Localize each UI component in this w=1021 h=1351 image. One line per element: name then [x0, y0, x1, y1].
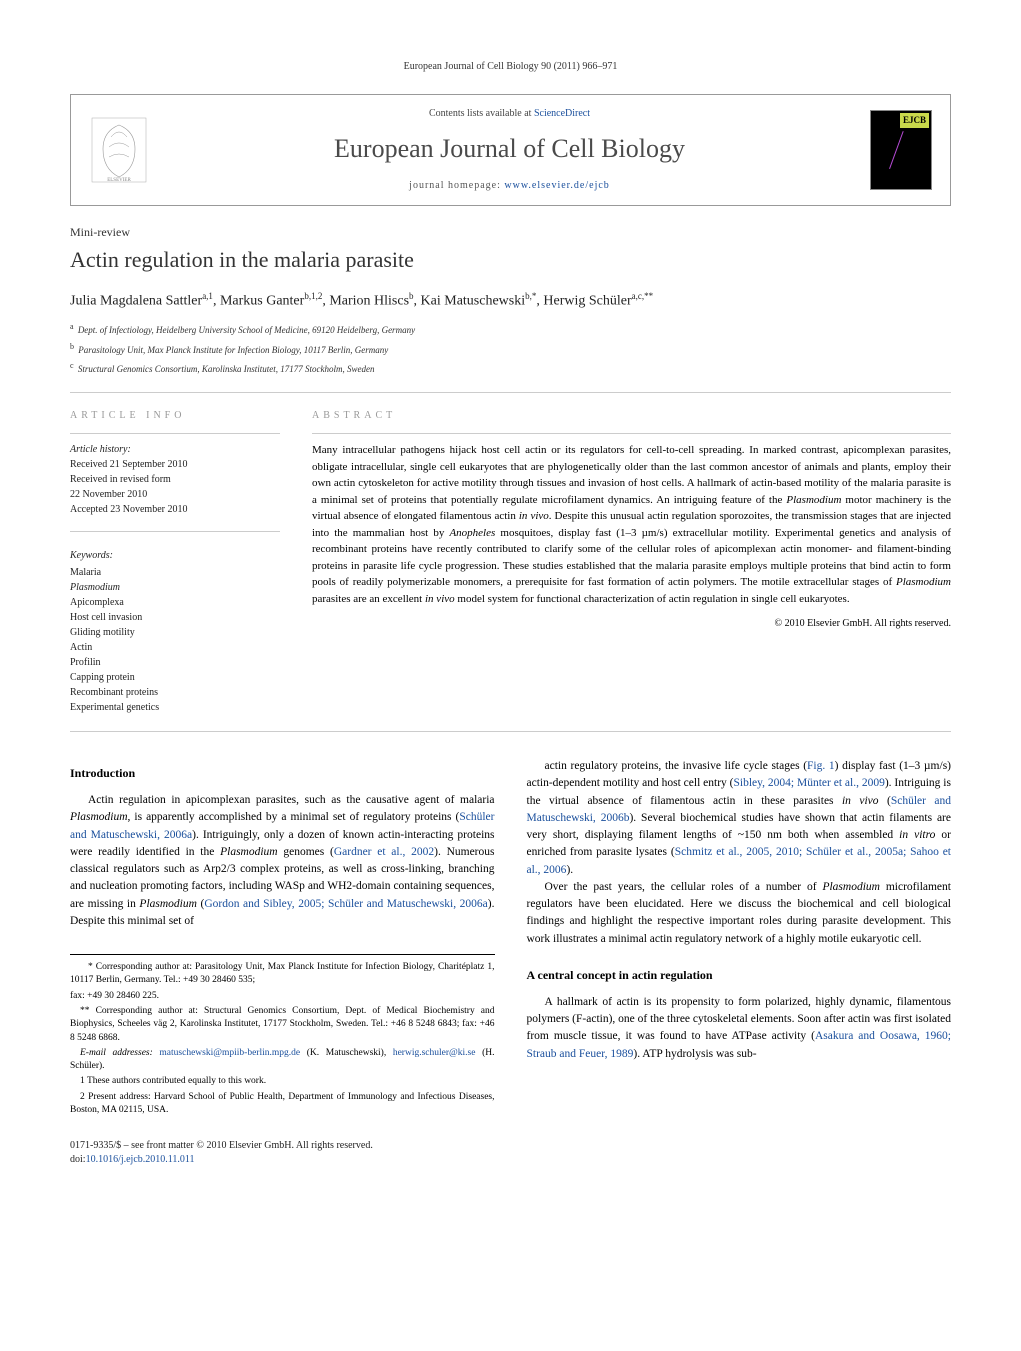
journal-header-box: ELSEVIER Contents lists available at Sci…: [70, 94, 951, 206]
email-label: E-mail addresses:: [80, 1048, 153, 1058]
keyword-item: Recombinant proteins: [70, 685, 280, 700]
citation-link[interactable]: Gordon and Sibley, 2005; Schüler and Mat…: [204, 898, 487, 910]
footnotes-block: * Corresponding author at: Parasitology …: [70, 954, 495, 1117]
abstract-column: ABSTRACT Many intracellular pathogens hi…: [312, 409, 951, 715]
divider: [70, 531, 280, 532]
header-citation: European Journal of Cell Biology 90 (201…: [70, 60, 951, 74]
citation-link[interactable]: Schmitz et al., 2005, 2010; Schüler et a…: [527, 846, 952, 875]
history-revised-2: 22 November 2010: [70, 487, 280, 502]
journal-center: Contents lists available at ScienceDirec…: [169, 107, 850, 193]
homepage-link[interactable]: www.elsevier.de/ejcb: [504, 180, 609, 191]
doi-label: doi:: [70, 1154, 86, 1165]
footnote-corr1: * Corresponding author at: Parasitology …: [70, 961, 495, 988]
article-title: Actin regulation in the malaria parasite: [70, 245, 951, 276]
copyright-line: © 2010 Elsevier GmbH. All rights reserve…: [312, 617, 951, 631]
citation-link[interactable]: Asakura and Oosawa, 1960; Straub and Feu…: [527, 1030, 952, 1059]
citation-link[interactable]: Schüler and Matuschewski, 2006a: [70, 811, 495, 840]
body-right-column: actin regulatory proteins, the invasive …: [527, 758, 952, 1119]
body-left-column: Introduction Actin regulation in apicomp…: [70, 758, 495, 1119]
cover-wave-icon: [889, 131, 931, 179]
keyword-item: Gliding motility: [70, 625, 280, 640]
history-revised-1: Received in revised form: [70, 472, 280, 487]
keyword-item: Host cell invasion: [70, 610, 280, 625]
keywords-block: Keywords: MalariaPlasmodiumApicomplexaHo…: [70, 548, 280, 715]
keyword-item: Experimental genetics: [70, 700, 280, 715]
contents-line: Contents lists available at ScienceDirec…: [169, 107, 850, 121]
intro-paragraph: Actin regulation in apicomplexan parasit…: [70, 792, 495, 930]
article-type: Mini-review: [70, 224, 951, 241]
divider: [70, 392, 951, 393]
affiliation: a Dept. of Infectiology, Heidelberg Univ…: [70, 321, 951, 337]
history-accepted: Accepted 23 November 2010: [70, 502, 280, 517]
citation-link[interactable]: Sibley, 2004; Münter et al., 2009: [734, 777, 885, 789]
sciencedirect-link[interactable]: ScienceDirect: [534, 108, 590, 119]
homepage-line: journal homepage: www.elsevier.de/ejcb: [169, 179, 850, 193]
right-p1: actin regulatory proteins, the invasive …: [527, 758, 952, 879]
journal-name: European Journal of Cell Biology: [169, 131, 850, 167]
footnote-corr2: ** Corresponding author at: Structural G…: [70, 1005, 495, 1045]
divider: [312, 433, 951, 434]
keyword-item: Plasmodium: [70, 580, 280, 595]
footnote-corr1-fax: fax: +49 30 28460 225.: [70, 990, 495, 1003]
right-p2: Over the past years, the cellular roles …: [527, 879, 952, 948]
elsevier-logo-icon: ELSEVIER: [89, 115, 149, 185]
corr-email-2[interactable]: herwig.schuler@ki.se: [393, 1048, 476, 1058]
cover-label: EJCB: [900, 113, 929, 128]
section-heading-2: A central concept in actin regulation: [527, 966, 952, 984]
email1-who: (K. Matuschewski),: [300, 1048, 386, 1058]
journal-cover-thumb: EJCB: [870, 110, 932, 190]
divider: [70, 433, 280, 434]
footnote-1: 1 These authors contributed equally to t…: [70, 1075, 495, 1088]
footnote-emails: E-mail addresses: matuschewski@mpiib-ber…: [70, 1047, 495, 1074]
keywords-label: Keywords:: [70, 548, 280, 563]
footer-block: 0171-9335/$ – see front matter © 2010 El…: [70, 1139, 951, 1167]
history-received: Received 21 September 2010: [70, 457, 280, 472]
history-label: Article history:: [70, 442, 280, 457]
footnote-2: 2 Present address: Harvard School of Pub…: [70, 1091, 495, 1118]
article-info-column: ARTICLE INFO Article history: Received 2…: [70, 409, 280, 715]
doi-link[interactable]: 10.1016/j.ejcb.2010.11.011: [86, 1154, 195, 1165]
keyword-item: Actin: [70, 640, 280, 655]
article-info-label: ARTICLE INFO: [70, 409, 280, 423]
contents-prefix: Contents lists available at: [429, 108, 534, 119]
citation-link[interactable]: Schüler and Matuschewski, 2006b: [527, 795, 952, 824]
intro-heading: Introduction: [70, 764, 495, 782]
corr-email-1[interactable]: matuschewski@mpiib-berlin.mpg.de: [159, 1048, 300, 1058]
affiliation: b Parasitology Unit, Max Planck Institut…: [70, 341, 951, 357]
keyword-item: Capping protein: [70, 670, 280, 685]
affiliation: c Structural Genomics Consortium, Karoli…: [70, 360, 951, 376]
figure-link[interactable]: Fig. 1: [807, 760, 835, 772]
keyword-item: Profilin: [70, 655, 280, 670]
keyword-item: Apicomplexa: [70, 595, 280, 610]
right-p3: A hallmark of actin is its propensity to…: [527, 994, 952, 1063]
keyword-item: Malaria: [70, 565, 280, 580]
article-history: Article history: Received 21 September 2…: [70, 442, 280, 517]
issn-line: 0171-9335/$ – see front matter © 2010 El…: [70, 1139, 951, 1153]
svg-text:ELSEVIER: ELSEVIER: [107, 178, 131, 183]
divider: [70, 731, 951, 732]
abstract-text: Many intracellular pathogens hijack host…: [312, 442, 951, 607]
abstract-label: ABSTRACT: [312, 409, 951, 423]
citation-link[interactable]: Gardner et al., 2002: [334, 846, 434, 858]
homepage-prefix: journal homepage:: [409, 180, 504, 191]
authors-line: Julia Magdalena Sattlera,1, Markus Gante…: [70, 290, 951, 311]
